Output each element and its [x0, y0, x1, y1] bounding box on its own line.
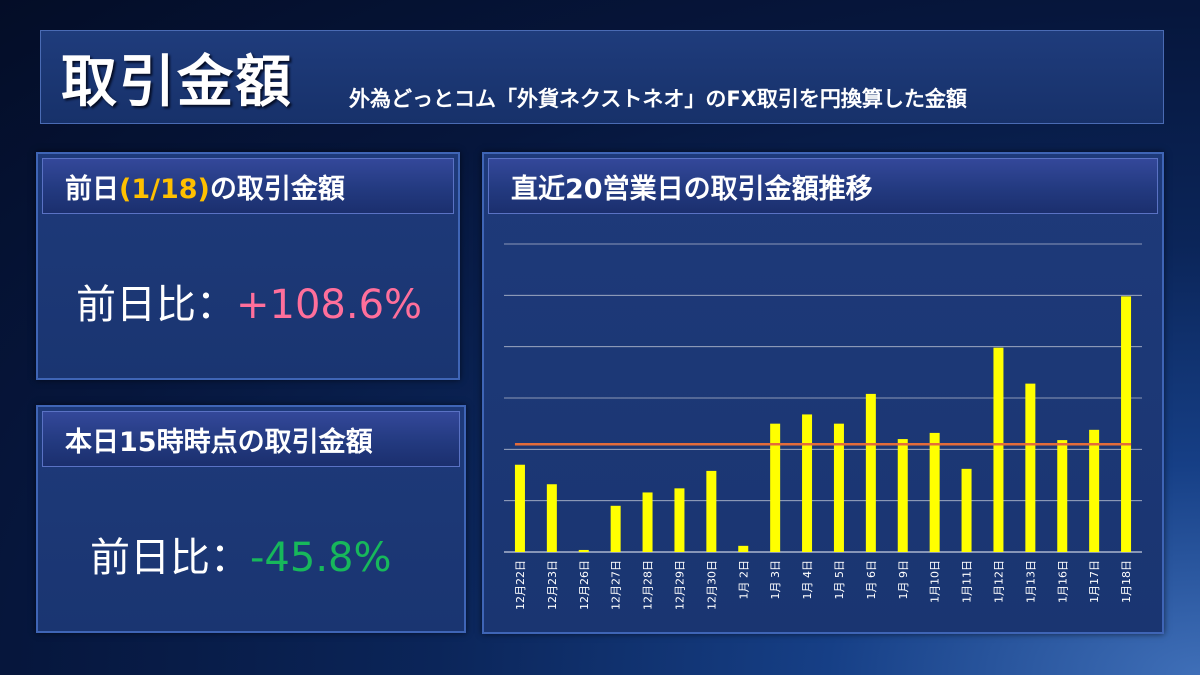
header-banner: 取引金額 外為どっとコム「外貨ネクストネオ」のFX取引を円換算した金額 [40, 30, 1164, 124]
prev-day-stat: 前日比：+108.6% [76, 272, 422, 330]
prev-day-stat-label: 前日比： [76, 282, 236, 328]
prev-day-panel-title: 前日(1/18)の取引金額 [65, 167, 345, 206]
today-change-value: -45.8% [250, 535, 392, 581]
bar-11 [833, 423, 844, 552]
x-tick-label: 12月30日 [705, 560, 718, 610]
x-tick-label: 1月 4日 [801, 560, 814, 600]
today-stat: 前日比：-45.8% [90, 525, 392, 583]
page-subtitle: 外為どっとコム「外貨ネクストネオ」のFX取引を円換算した金額 [349, 87, 967, 111]
page-title: 取引金額 [61, 50, 293, 115]
bar-9 [770, 423, 781, 552]
bar-19 [1089, 429, 1100, 552]
bar-3 [578, 549, 589, 552]
prev-day-panel: 前日(1/18)の取引金額 前日比：+108.6% [36, 152, 460, 380]
bar-13 [897, 439, 908, 552]
bar-7 [706, 470, 717, 552]
bar-18 [1057, 440, 1068, 552]
bar-20 [1121, 296, 1132, 552]
bar-2 [546, 484, 557, 552]
bar-8 [738, 545, 749, 552]
bar-12 [865, 393, 876, 552]
bar-5 [642, 492, 653, 552]
x-tick-label: 12月23日 [546, 560, 559, 610]
x-tick-label: 1月 6日 [865, 560, 878, 600]
prev-title-suffix: の取引金額 [209, 174, 345, 205]
x-tick-label: 12月28日 [642, 560, 655, 610]
x-tick-label: 12月26日 [578, 560, 591, 610]
today-panel-header: 本日15時時点の取引金額 [42, 411, 460, 467]
today-stat-label: 前日比： [90, 535, 250, 581]
bar-17 [1025, 383, 1036, 552]
x-tick-label: 1月11日 [961, 560, 974, 603]
x-tick-label: 1月16日 [1056, 560, 1069, 603]
x-tick-label: 12月27日 [610, 560, 623, 610]
prev-title-prefix: 前日 [65, 174, 119, 205]
prev-day-change-value: +108.6% [236, 282, 423, 328]
x-tick-label: 1月 9日 [897, 560, 910, 600]
x-tick-label: 1月 3日 [769, 560, 782, 600]
x-tick-label: 1月 5日 [833, 560, 846, 600]
prev-title-date: (1/18) [119, 174, 210, 205]
x-tick-label: 12月29日 [673, 560, 686, 610]
chart-panel-header: 直近20営業日の取引金額推移 [488, 158, 1158, 214]
x-tick-label: 1月 2日 [737, 560, 750, 600]
prev-day-panel-header: 前日(1/18)の取引金額 [42, 158, 454, 214]
chart-title: 直近20営業日の取引金額推移 [511, 174, 873, 205]
x-tick-label: 1月17日 [1088, 560, 1101, 603]
x-tick-label: 1月18日 [1120, 560, 1133, 603]
chart-panel: 直近20営業日の取引金額推移 12月22日 12月23日 12月26日 12月27日 1… [482, 152, 1164, 634]
bar-14 [929, 432, 940, 552]
x-tick-label: 1月10日 [929, 560, 942, 603]
x-tick-label: 12月22日 [514, 560, 527, 610]
today-panel-title: 本日15時時点の取引金額 [65, 427, 373, 458]
bar-16 [993, 347, 1004, 552]
bar-6 [674, 488, 685, 552]
today-panel: 本日15時時点の取引金額 前日比：-45.8% [36, 405, 466, 633]
x-tick-label: 1月12日 [992, 560, 1005, 603]
bar-1 [514, 464, 525, 552]
bar-4 [610, 505, 621, 552]
x-tick-label: 1月13日 [1024, 560, 1037, 603]
bar-chart: 12月22日 12月23日 12月26日 12月27日 12月28日 12月29日 12月3… [504, 243, 1142, 610]
bar-15 [961, 468, 972, 552]
bar-10 [802, 414, 813, 552]
